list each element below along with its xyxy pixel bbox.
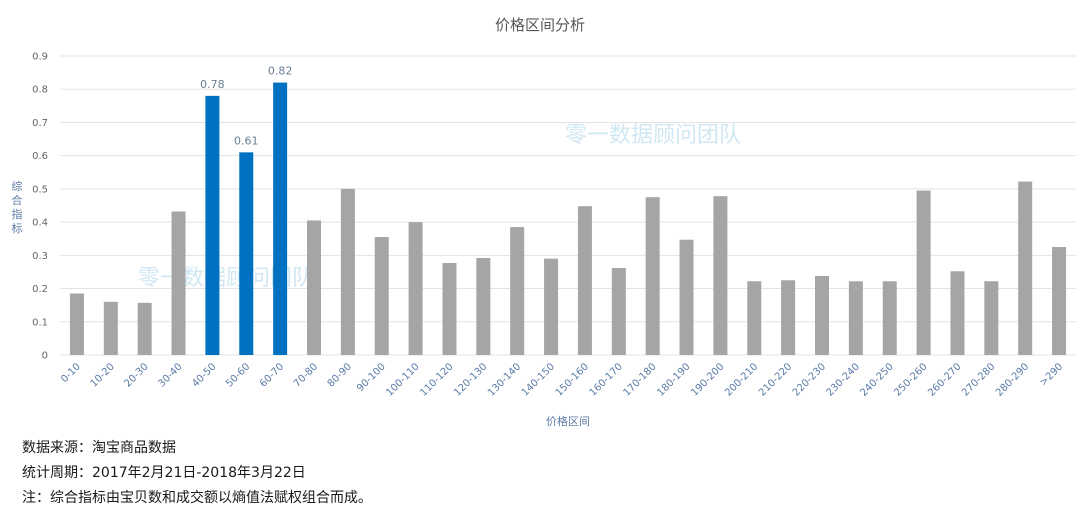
y-tick-label: 0.7: [32, 118, 48, 129]
x-tick-label: 100-110: [384, 361, 421, 398]
x-tick-label: 30-40: [156, 361, 184, 389]
x-tick-label: 50-60: [224, 361, 252, 389]
bar: [984, 281, 999, 355]
x-tick-label: 10-20: [89, 361, 117, 389]
bar: [1018, 181, 1033, 355]
bar: [510, 227, 525, 355]
y-axis-ticks: 0 0.1 0.2 0.3 0.4 0.5 0.6 0.7 0.8 0.9: [32, 52, 48, 362]
bar: [747, 281, 762, 355]
y-tick-label: 0.2: [32, 284, 48, 295]
data-labels: 0.78 0.61 0.82: [200, 65, 292, 148]
x-tick-label: 160-170: [588, 361, 625, 398]
x-tick-label: 190-200: [689, 361, 726, 398]
y-tick-label: 0.4: [32, 218, 48, 229]
data-label: 0.61: [234, 134, 259, 147]
x-tick-label: 280-290: [994, 361, 1031, 398]
x-tick-label: 40-50: [190, 361, 218, 389]
x-tick-label: 200-210: [723, 361, 760, 398]
bar: [307, 220, 321, 355]
watermark: 零一数据顾问团队: [138, 266, 314, 291]
bar: [239, 152, 254, 355]
x-tick-label: 240-250: [859, 361, 896, 398]
bar: [103, 301, 118, 355]
x-tick-label: >290: [1038, 361, 1065, 388]
x-tick-label: 170-180: [621, 361, 658, 398]
x-tick-label: 130-140: [486, 361, 523, 398]
notes: 数据来源：淘宝商品数据 统计周期：2017年2月21日-2018年3月22日 注…: [22, 436, 372, 511]
bar: [137, 302, 152, 355]
y-tick-label: 0.8: [32, 85, 48, 96]
bar: [1052, 247, 1067, 355]
x-tick-label: 260-270: [926, 361, 963, 398]
y-tick-label: 0.1: [32, 317, 48, 328]
y-tick-label: 0.3: [32, 251, 48, 262]
data-label: 0.78: [200, 78, 225, 91]
chart-title: 价格区间分析: [495, 16, 585, 34]
bar: [408, 222, 423, 355]
bar: [815, 275, 829, 355]
x-tick-label: 90-100: [355, 361, 388, 394]
bar: [273, 82, 288, 356]
x-tick-label: 60-70: [258, 361, 286, 389]
bar: [645, 197, 660, 355]
x-tick-label: 250-260: [892, 361, 929, 398]
source-note: 数据来源：淘宝商品数据: [22, 440, 176, 456]
x-axis-ticks: 0-10 10-20 20-30 30-40 40-50 50-60 60-70 70-80 8…: [59, 361, 1065, 398]
watermark: 零一数据顾问团队: [565, 123, 741, 148]
data-label: 0.82: [268, 65, 293, 78]
bar: [679, 239, 694, 355]
x-tick-label: 270-280: [960, 361, 997, 398]
price-range-chart: 价格区间分析 0 0.1 0.2 0.3 0.4 0.5 0.6 0.7 0.8 0.9 零一数据…: [12, 16, 1076, 428]
x-tick-label: 0-10: [59, 361, 83, 385]
bar: [781, 280, 796, 355]
method-note: 注：综合指标由宝贝数和成交额以熵值法赋权组合而成。: [22, 490, 372, 506]
x-tick-label: 220-230: [791, 361, 828, 398]
x-axis-title: 价格区间: [546, 414, 590, 428]
x-tick-label: 20-30: [122, 361, 150, 389]
bar: [950, 271, 965, 355]
y-tick-label: 0: [42, 351, 48, 362]
y-tick-label: 0.6: [32, 151, 48, 162]
bar: [374, 237, 389, 355]
bar: [611, 267, 626, 355]
x-tick-label: 210-220: [757, 361, 794, 398]
x-tick-label: 80-90: [326, 361, 354, 389]
bar: [476, 257, 491, 355]
gridlines: [60, 55, 1076, 356]
y-tick-label: 0.5: [32, 184, 48, 195]
x-tick-label: 120-130: [452, 361, 489, 398]
bar: [442, 262, 457, 355]
y-axis-title-text: 综合指标: [12, 179, 23, 235]
bar: [916, 190, 931, 355]
bar: [882, 281, 897, 355]
x-tick-label: 230-240: [825, 361, 862, 398]
bar: [577, 206, 592, 355]
x-tick-label: 150-160: [554, 361, 591, 398]
y-axis-title: 综合指标: [12, 179, 23, 235]
bar: [544, 258, 559, 355]
bar: [171, 211, 186, 355]
x-tick-label: 140-150: [520, 361, 557, 398]
x-tick-label: 70-80: [292, 361, 320, 389]
bar: [713, 196, 728, 355]
bar: [340, 188, 355, 355]
bar: [205, 95, 220, 355]
bar: [848, 281, 863, 355]
y-tick-label: 0.9: [32, 52, 48, 63]
x-tick-label: 180-190: [655, 361, 692, 398]
period-note: 统计周期：2017年2月21日-2018年3月22日: [22, 465, 306, 481]
x-tick-label: 110-120: [418, 361, 455, 398]
bars: [69, 82, 1067, 356]
bar: [69, 293, 84, 355]
